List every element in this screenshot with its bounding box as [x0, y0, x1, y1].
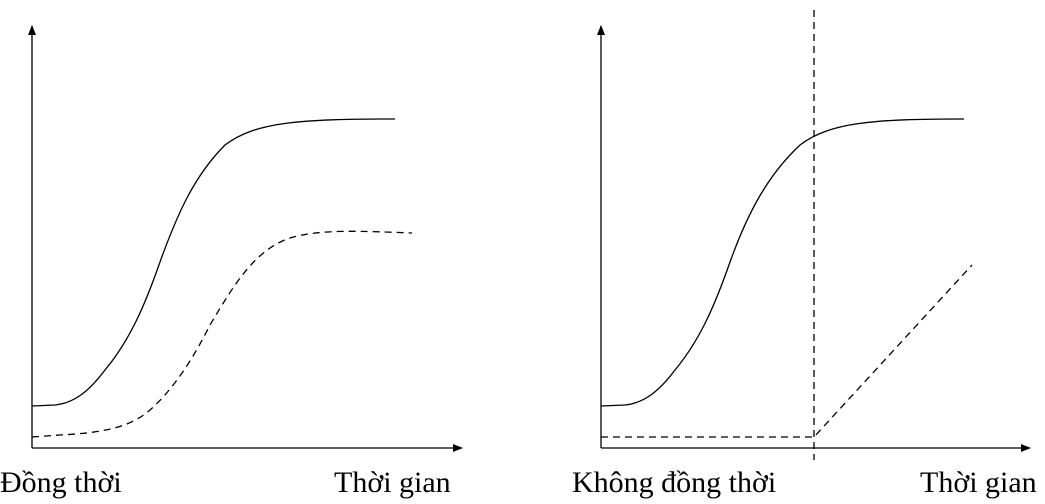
- left-caption: Đồng thời: [0, 466, 122, 499]
- left-x-axis-label: Thời gian: [334, 466, 451, 499]
- right-solid-curve: [600, 118, 965, 407]
- right-panel: [597, 10, 1031, 460]
- left-panel: [28, 25, 463, 452]
- left-solid-curve: [31, 118, 396, 407]
- right-dashed-curve: [601, 264, 973, 438]
- right-caption: Không đồng thời: [572, 466, 777, 499]
- left-dashed-curve: [31, 230, 413, 438]
- right-x-axis-label: Thời gian: [920, 466, 1037, 499]
